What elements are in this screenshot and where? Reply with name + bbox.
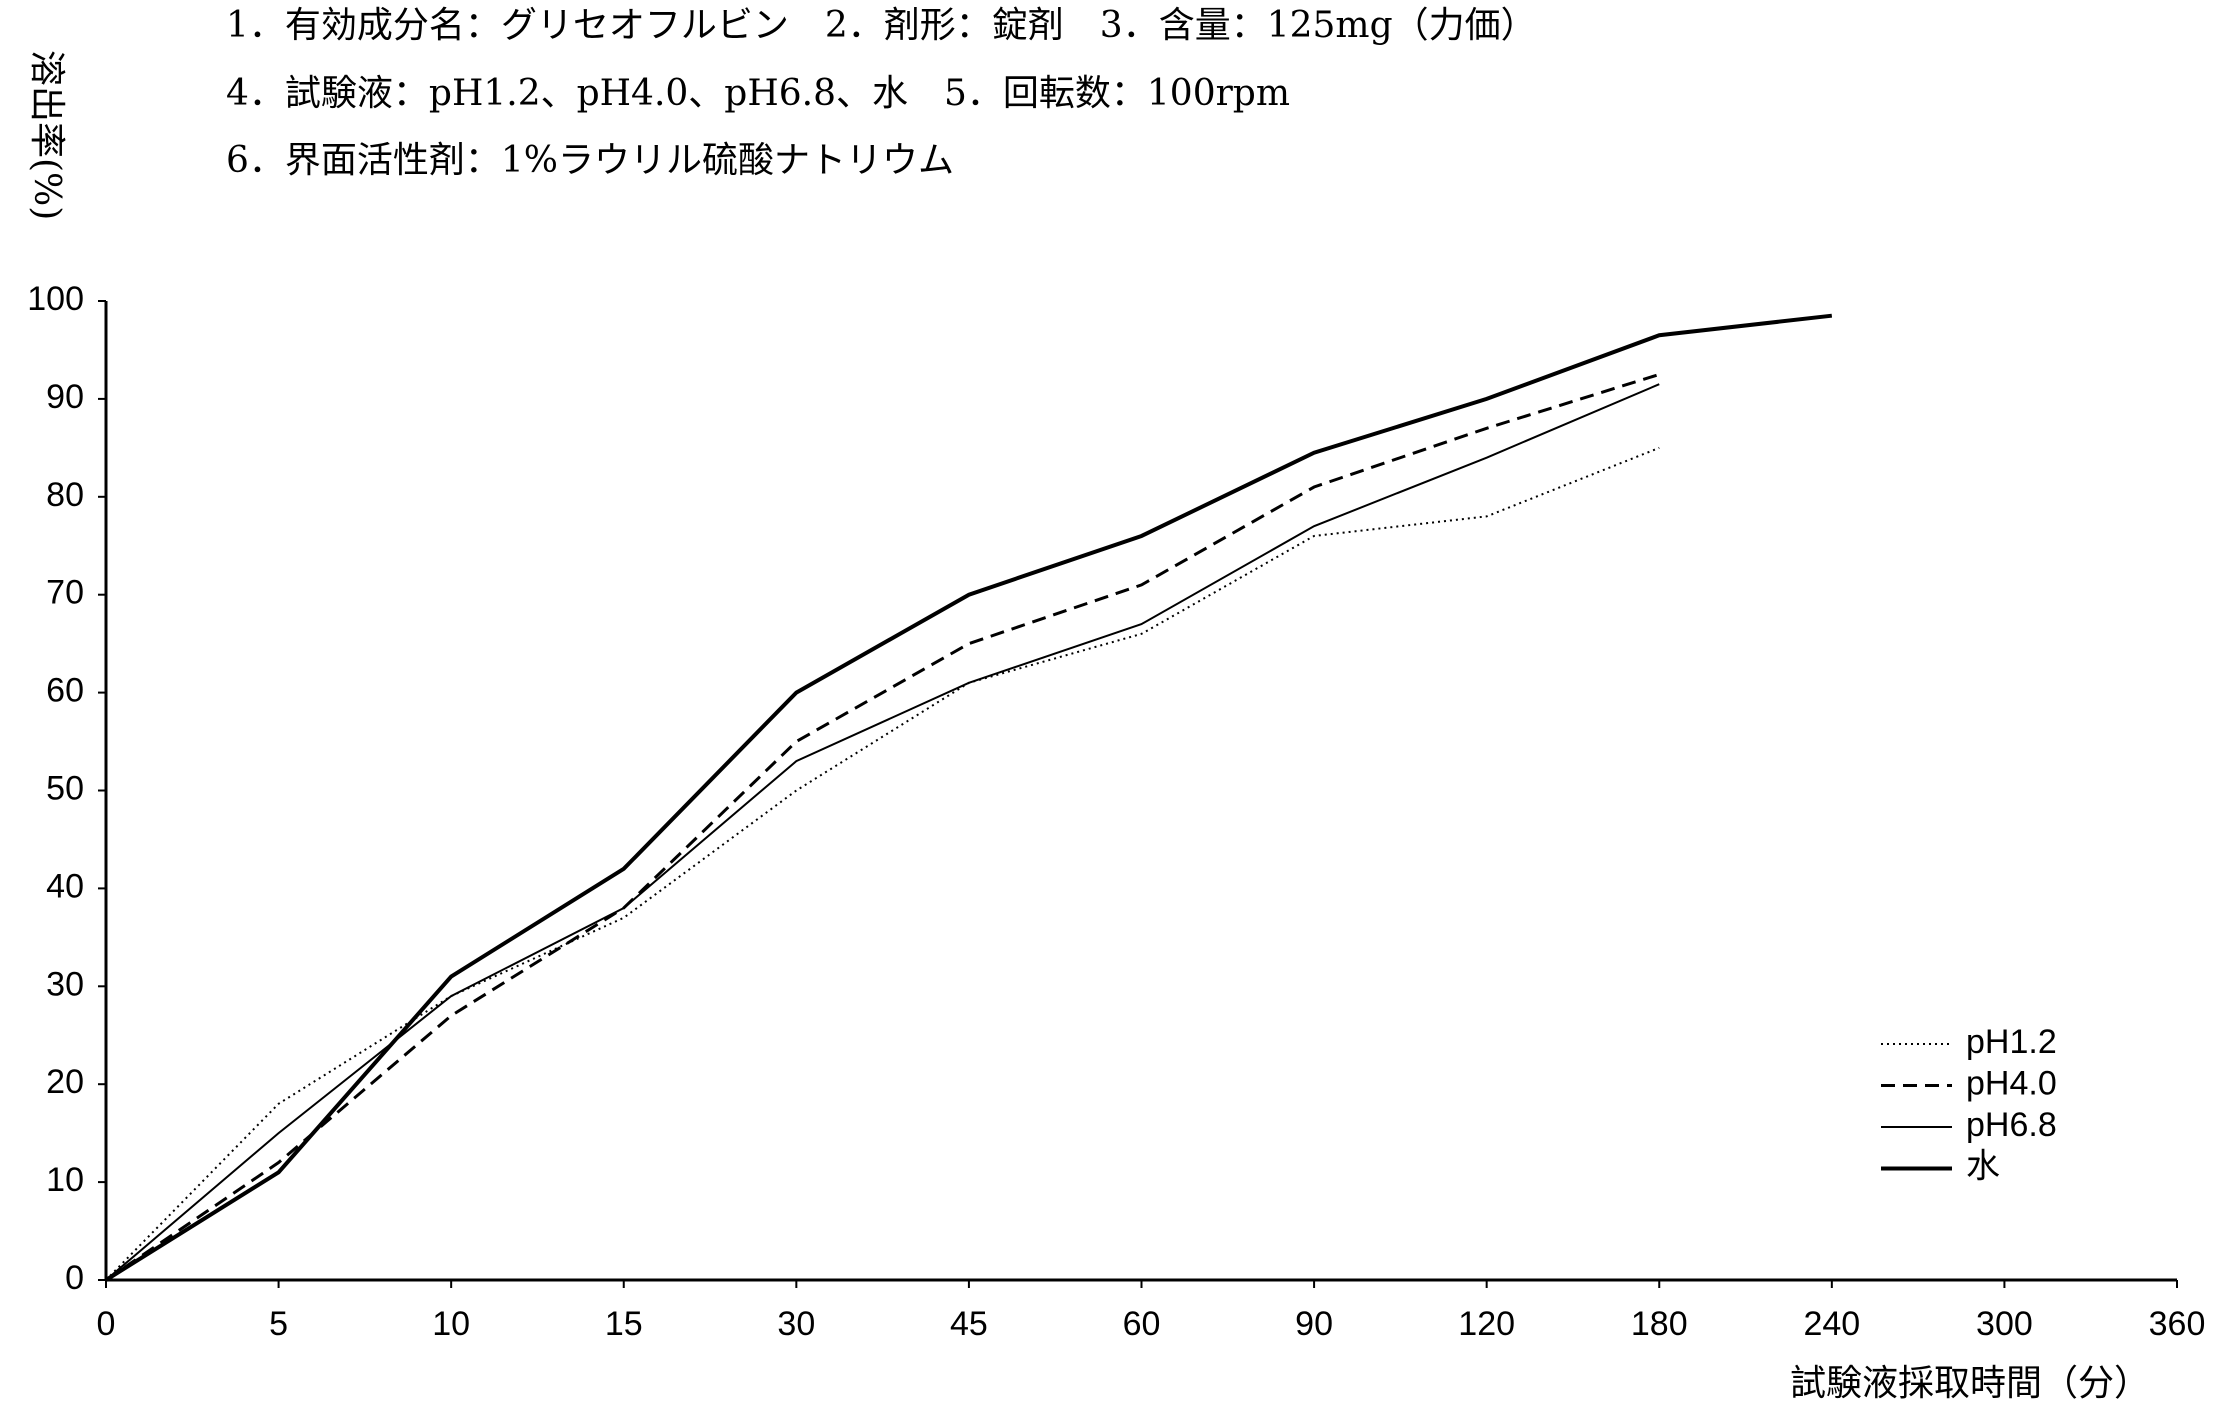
x-tick-label: 60 [1123, 1305, 1161, 1343]
x-tick-label: 5 [269, 1305, 288, 1343]
x-tick-label: 45 [950, 1305, 988, 1343]
y-axis-label: 溶出率(%) [26, 50, 67, 220]
series-line [105, 372, 1660, 1282]
series-line [105, 446, 1660, 1281]
note: 4．試験液：pH1.2、pH4.0、pH6.8、水 5．回転数：100rpm [226, 73, 1290, 114]
x-tick-label: 15 [605, 1305, 643, 1343]
y-tick-label: 70 [46, 574, 84, 612]
y-tick-label: 50 [46, 769, 84, 807]
note: 1．有効成分名：グリセオフルビン 2．剤形：錠剤 3．含量：125mg（力価） [226, 5, 1537, 46]
y-tick-label: 0 [65, 1259, 84, 1297]
x-tick-label: 0 [97, 1305, 116, 1343]
note: 6．界面活性剤：1%ラウリル硫酸ナトリウム [226, 140, 954, 181]
y-tick-label: 80 [46, 476, 84, 514]
y-tick-label: 60 [46, 672, 84, 710]
series-line [104, 313, 1833, 1282]
y-tick-label: 90 [46, 378, 84, 416]
y-tick-label: 30 [46, 965, 84, 1003]
legend-label: 水 [1966, 1147, 2000, 1185]
y-tick-label: 40 [46, 867, 84, 905]
legend-label: pH1.2 [1966, 1023, 2057, 1061]
legend-label: pH4.0 [1966, 1064, 2057, 1102]
x-tick-label: 360 [2149, 1305, 2206, 1343]
x-axis-label: 試験液採取時間（分） [1790, 1363, 2150, 1404]
y-tick-label: 20 [46, 1063, 84, 1101]
legend-label: pH6.8 [1966, 1106, 2057, 1144]
x-tick-label: 180 [1631, 1305, 1688, 1343]
x-tick-label: 300 [1976, 1305, 2033, 1343]
y-tick-label: 10 [46, 1161, 84, 1199]
x-tick-label: 240 [1803, 1305, 1860, 1343]
series-line [105, 383, 1660, 1281]
x-tick-label: 90 [1295, 1305, 1333, 1343]
x-tick-label: 120 [1458, 1305, 1515, 1343]
x-tick-label: 10 [432, 1305, 470, 1343]
y-tick-label: 100 [27, 280, 84, 318]
x-tick-label: 30 [777, 1305, 815, 1343]
